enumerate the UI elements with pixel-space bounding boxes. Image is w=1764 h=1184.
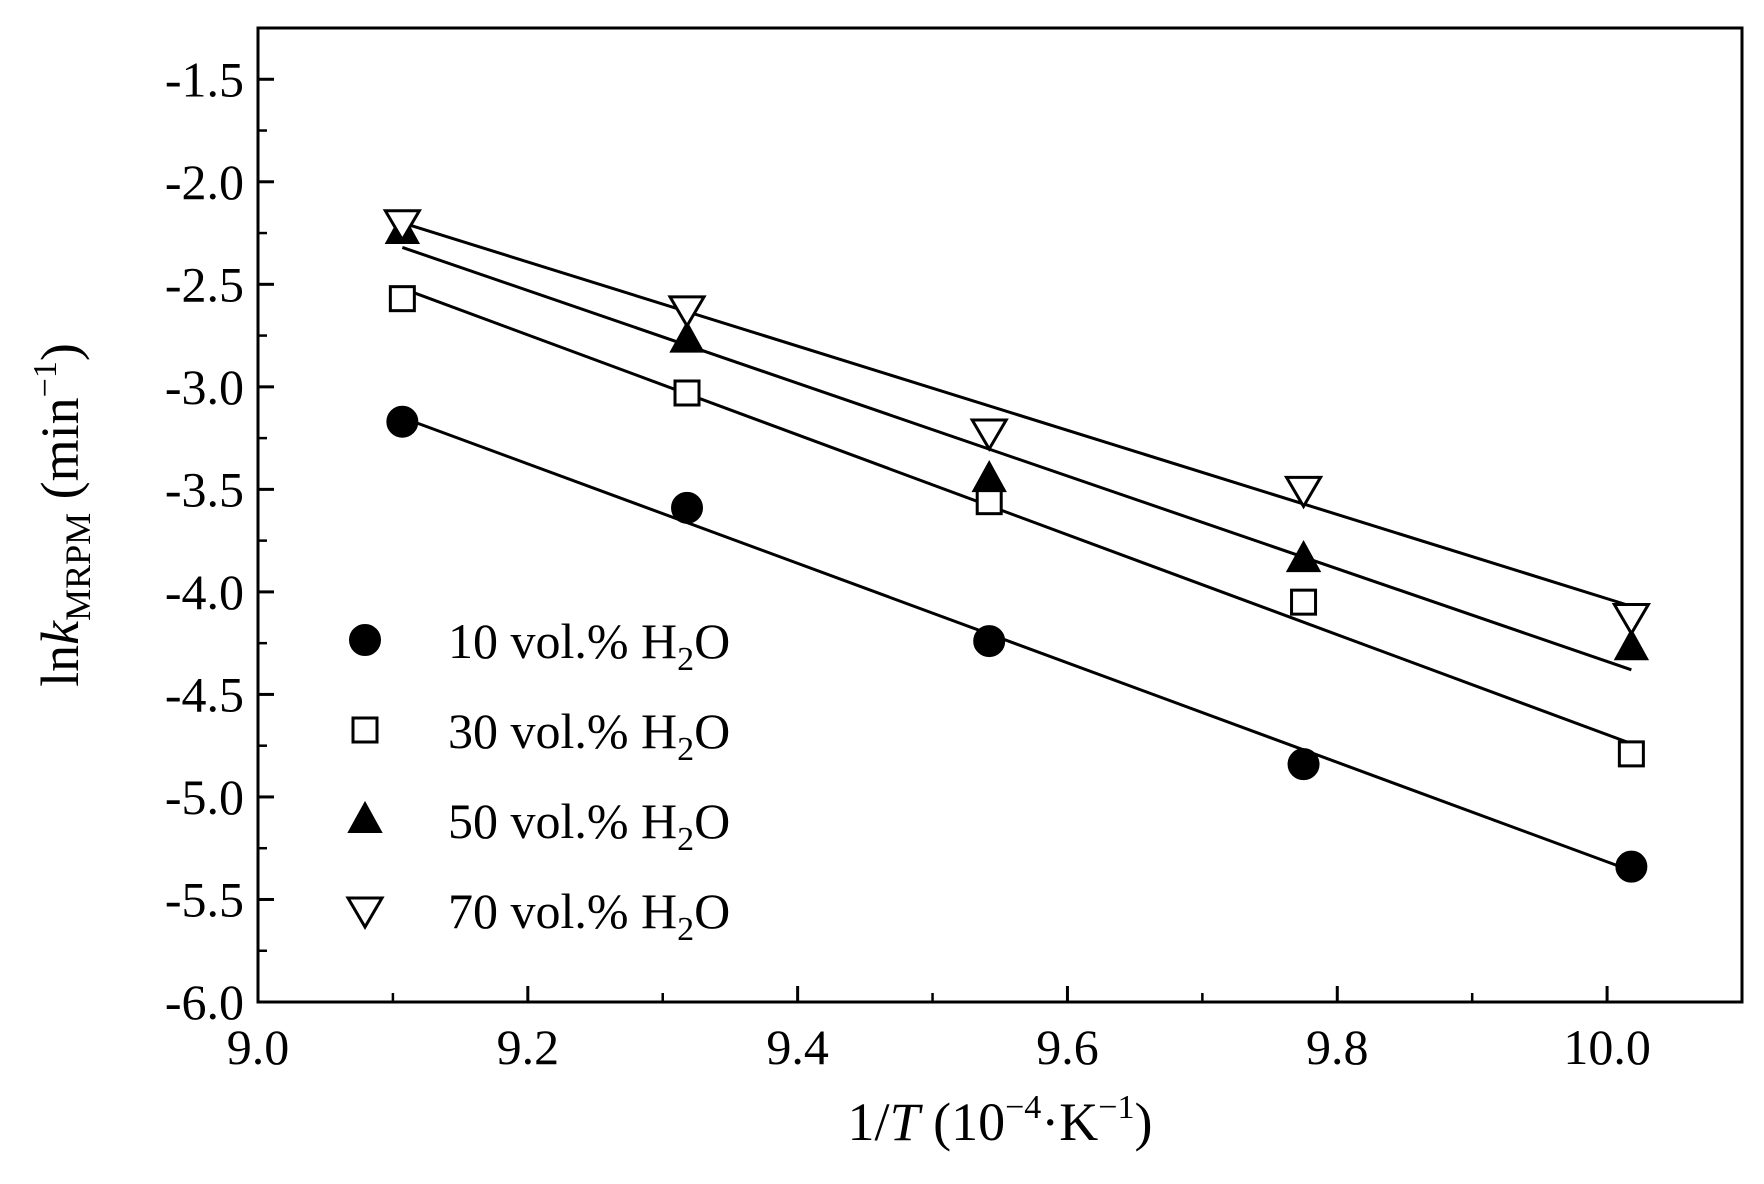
fit-lines bbox=[401, 221, 1632, 873]
data-point-10 bbox=[1615, 850, 1648, 883]
data-point-50 bbox=[1285, 540, 1322, 573]
legend-label-10: 10 vol.% H2O bbox=[448, 613, 730, 678]
fit-line-10 bbox=[401, 416, 1632, 873]
data-point-30 bbox=[673, 379, 701, 407]
legend-marker-70 bbox=[345, 896, 385, 930]
legend-label-50: 50 vol.% H2O bbox=[448, 793, 730, 858]
y-tick-label: -2.5 bbox=[165, 256, 244, 312]
legend-marker-30 bbox=[351, 716, 379, 744]
fit-line-30 bbox=[401, 287, 1632, 746]
x-tick-label: 9.6 bbox=[1036, 1019, 1099, 1075]
y-tick-label: -1.5 bbox=[165, 51, 244, 107]
axis-ticks: 9.0 9.2 9.4 9.6 9.8 10.0 -1.5 -2.0 -2.5 -3.0 -3.5 -… bbox=[165, 26, 1651, 1075]
data-point-30 bbox=[975, 488, 1003, 516]
data-point-10 bbox=[671, 491, 704, 524]
y-tick-label: -4.0 bbox=[165, 564, 244, 620]
y-tick-label: -5.0 bbox=[165, 769, 244, 825]
fit-line-70 bbox=[401, 221, 1632, 608]
data-point-30 bbox=[388, 285, 416, 313]
y-tick-label: -3.0 bbox=[165, 359, 244, 415]
data-point-10 bbox=[386, 405, 419, 438]
legend: 10 vol.% H2O 30 vol.% H2O 50 vol.% H2O 70 v… bbox=[345, 613, 730, 948]
x-tick-label: 9.2 bbox=[497, 1019, 560, 1075]
data-point-70 bbox=[667, 295, 707, 329]
data-point-10 bbox=[1287, 748, 1320, 781]
data-markers bbox=[382, 209, 1651, 883]
legend-label-70: 70 vol.% H2O bbox=[448, 883, 730, 948]
data-point-50 bbox=[669, 320, 705, 353]
data-point-50 bbox=[1613, 628, 1650, 661]
legend-marker-10 bbox=[349, 624, 381, 656]
data-point-50 bbox=[971, 460, 1007, 493]
x-tick-label: 9.0 bbox=[227, 1019, 290, 1075]
y-tick-label: -4.5 bbox=[165, 666, 244, 722]
data-point-10 bbox=[973, 625, 1006, 658]
data-point-70 bbox=[969, 418, 1009, 452]
fit-line-50 bbox=[401, 245, 1632, 672]
legend-marker-50 bbox=[347, 800, 383, 833]
legend-label-30: 30 vol.% H2O bbox=[448, 703, 730, 768]
y-axis-title: lnkMRPM (min−1) bbox=[27, 343, 98, 687]
x-tick-label: 10.0 bbox=[1563, 1019, 1651, 1075]
data-point-30 bbox=[1617, 740, 1645, 768]
y-tick-label: -6.0 bbox=[165, 974, 244, 1030]
data-point-30 bbox=[1290, 588, 1318, 616]
plot-frame bbox=[256, 26, 1744, 1004]
x-tick-label: 9.4 bbox=[766, 1019, 829, 1075]
data-point-70 bbox=[1611, 603, 1651, 637]
y-tick-label: -2.0 bbox=[165, 154, 244, 210]
x-axis-title: 1/T (10−4·K−1) bbox=[848, 1089, 1153, 1152]
x-tick-label: 9.8 bbox=[1306, 1019, 1369, 1075]
y-tick-label: -5.5 bbox=[165, 871, 244, 927]
data-point-70 bbox=[1283, 475, 1324, 510]
data-point-70 bbox=[382, 209, 422, 243]
y-tick-label: -3.5 bbox=[165, 461, 244, 517]
